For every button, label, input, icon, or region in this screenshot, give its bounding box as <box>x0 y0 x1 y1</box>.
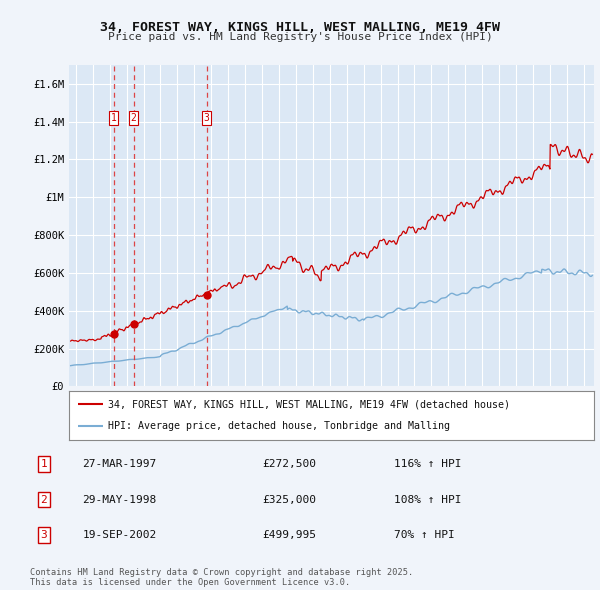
Text: 3: 3 <box>203 113 209 123</box>
Text: £325,000: £325,000 <box>262 494 316 504</box>
Text: Contains HM Land Registry data © Crown copyright and database right 2025.
This d: Contains HM Land Registry data © Crown c… <box>30 568 413 587</box>
Text: 1: 1 <box>110 113 116 123</box>
Text: 27-MAR-1997: 27-MAR-1997 <box>82 459 157 469</box>
Text: 1: 1 <box>40 459 47 469</box>
Text: 70% ↑ HPI: 70% ↑ HPI <box>394 530 455 540</box>
Text: £272,500: £272,500 <box>262 459 316 469</box>
Text: 34, FOREST WAY, KINGS HILL, WEST MALLING, ME19 4FW (detached house): 34, FOREST WAY, KINGS HILL, WEST MALLING… <box>109 399 511 409</box>
Text: HPI: Average price, detached house, Tonbridge and Malling: HPI: Average price, detached house, Tonb… <box>109 421 451 431</box>
Text: 19-SEP-2002: 19-SEP-2002 <box>82 530 157 540</box>
Text: 34, FOREST WAY, KINGS HILL, WEST MALLING, ME19 4FW: 34, FOREST WAY, KINGS HILL, WEST MALLING… <box>100 21 500 34</box>
Text: 3: 3 <box>40 530 47 540</box>
Text: 116% ↑ HPI: 116% ↑ HPI <box>394 459 462 469</box>
Text: £499,995: £499,995 <box>262 530 316 540</box>
Text: 2: 2 <box>40 494 47 504</box>
Text: 108% ↑ HPI: 108% ↑ HPI <box>394 494 462 504</box>
Text: 2: 2 <box>131 113 136 123</box>
Text: 29-MAY-1998: 29-MAY-1998 <box>82 494 157 504</box>
Text: Price paid vs. HM Land Registry's House Price Index (HPI): Price paid vs. HM Land Registry's House … <box>107 32 493 42</box>
